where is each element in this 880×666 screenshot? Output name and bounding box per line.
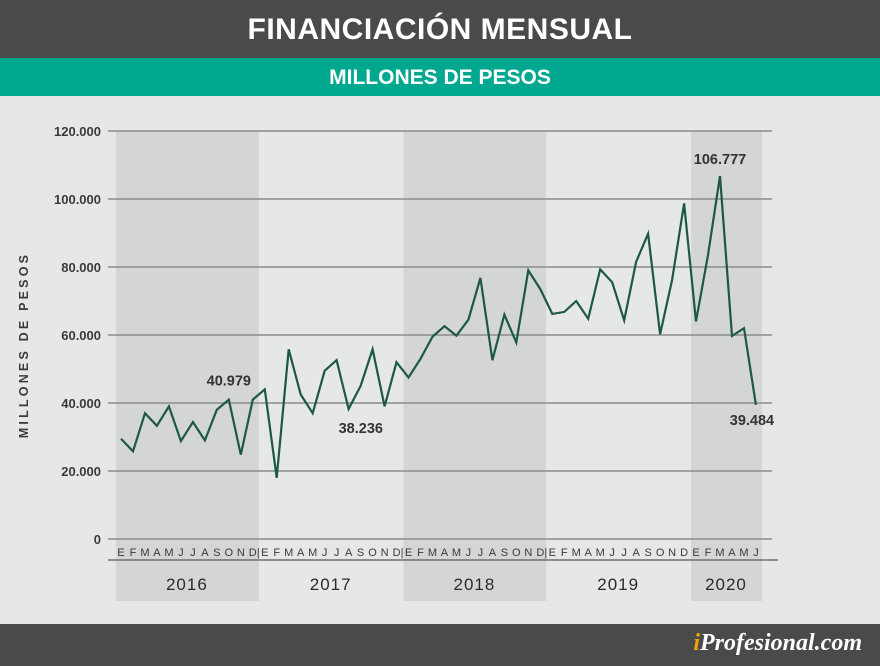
month-tick-label: O	[368, 547, 377, 559]
month-tick-label: J	[334, 547, 340, 559]
month-tick-label: M	[715, 547, 724, 559]
month-tick-label: J	[178, 547, 184, 559]
month-tick-label: A	[345, 547, 353, 559]
month-tick-label: J	[190, 547, 196, 559]
month-tick-label: E	[549, 547, 556, 559]
brand-logo: iProfesional.com	[693, 630, 862, 657]
month-tick-label: S	[501, 547, 508, 559]
year-band-2020	[691, 131, 762, 601]
month-tick-label: N	[237, 547, 245, 559]
year-separator: |	[401, 547, 404, 559]
month-tick-label: M	[739, 547, 748, 559]
month-tick-label: F	[705, 547, 712, 559]
month-tick-label: S	[357, 547, 364, 559]
month-tick-label: D	[249, 547, 257, 559]
data-label: 40.979	[207, 374, 251, 390]
chart-title: FINANCIACIÓN MENSUAL	[0, 0, 880, 58]
month-tick-label: E	[261, 547, 268, 559]
month-tick-label: J	[322, 547, 328, 559]
year-label-2018: 2018	[453, 575, 495, 594]
month-tick-label: F	[561, 547, 568, 559]
month-tick-label: A	[153, 547, 161, 559]
y-axis-label: MILLONES DE PESOS	[17, 252, 31, 438]
year-label-2016: 2016	[166, 575, 208, 594]
line-chart: 0 20.000 40.000 60.000 80.000 100.000 120.000 M…	[17, 124, 778, 601]
month-tick-label: A	[201, 547, 209, 559]
month-tick-label: S	[644, 547, 651, 559]
month-tick-label: M	[308, 547, 317, 559]
y-tick-label: 60.000	[61, 328, 101, 343]
chart-area: 0 20.000 40.000 60.000 80.000 100.000 120.000 M…	[0, 96, 880, 624]
year-label-2020: 2020	[705, 575, 747, 594]
month-tick-label: S	[213, 547, 220, 559]
month-tick-label: A	[632, 547, 640, 559]
month-tick-label: F	[417, 547, 424, 559]
month-tick-label: A	[728, 547, 736, 559]
year-separator: |	[544, 547, 547, 559]
year-band-2018	[403, 131, 547, 601]
month-tick-label: F	[273, 547, 280, 559]
month-tick-label: E	[117, 547, 124, 559]
month-tick-label: E	[692, 547, 699, 559]
chart-subtitle: MILLONES DE PESOS	[0, 58, 880, 96]
y-tick-label: 80.000	[61, 260, 101, 275]
month-tick-label: A	[441, 547, 449, 559]
year-label-2017: 2017	[310, 575, 352, 594]
year-separator: |	[257, 547, 260, 559]
year-band-2016	[116, 131, 259, 601]
month-tick-label: M	[572, 547, 581, 559]
month-tick-label: D	[536, 547, 544, 559]
month-tick-label: M	[164, 547, 173, 559]
month-tick-label: M	[596, 547, 605, 559]
month-tick-label: M	[284, 547, 293, 559]
footer-bar: iProfesional.com	[0, 624, 880, 666]
month-tick-label: A	[297, 547, 305, 559]
brand-prefix: i	[693, 630, 700, 656]
y-tick-label: 120.000	[54, 124, 101, 139]
brand-name: Profesional.com	[700, 630, 862, 656]
month-tick-label: O	[512, 547, 521, 559]
month-tick-label: D	[680, 547, 688, 559]
month-tick-label: J	[466, 547, 472, 559]
month-tick-label: O	[225, 547, 234, 559]
month-tick-label: D	[393, 547, 401, 559]
y-tick-label: 100.000	[54, 192, 101, 207]
data-label: 39.484	[730, 413, 774, 429]
month-tick-label: O	[656, 547, 665, 559]
month-tick-label: M	[428, 547, 437, 559]
month-tick-label: M	[140, 547, 149, 559]
data-label: 38.236	[339, 421, 383, 437]
month-tick-label: A	[585, 547, 593, 559]
month-tick-label: E	[405, 547, 412, 559]
month-tick-label: J	[478, 547, 484, 559]
month-tick-label: M	[452, 547, 461, 559]
month-tick-label: N	[381, 547, 389, 559]
month-tick-label: A	[489, 547, 497, 559]
series-line	[120, 175, 757, 478]
data-label: 106.777	[694, 152, 746, 168]
month-tick-label: F	[130, 547, 137, 559]
y-tick-label: 40.000	[61, 396, 101, 411]
month-tick-label: N	[524, 547, 532, 559]
y-tick-label: 20.000	[61, 464, 101, 479]
y-tick-label: 0	[94, 532, 101, 547]
year-label-2019: 2019	[597, 575, 639, 594]
month-tick-label: J	[609, 547, 615, 559]
month-tick-label: J	[753, 547, 759, 559]
month-tick-label: J	[621, 547, 627, 559]
month-tick-label: N	[668, 547, 676, 559]
